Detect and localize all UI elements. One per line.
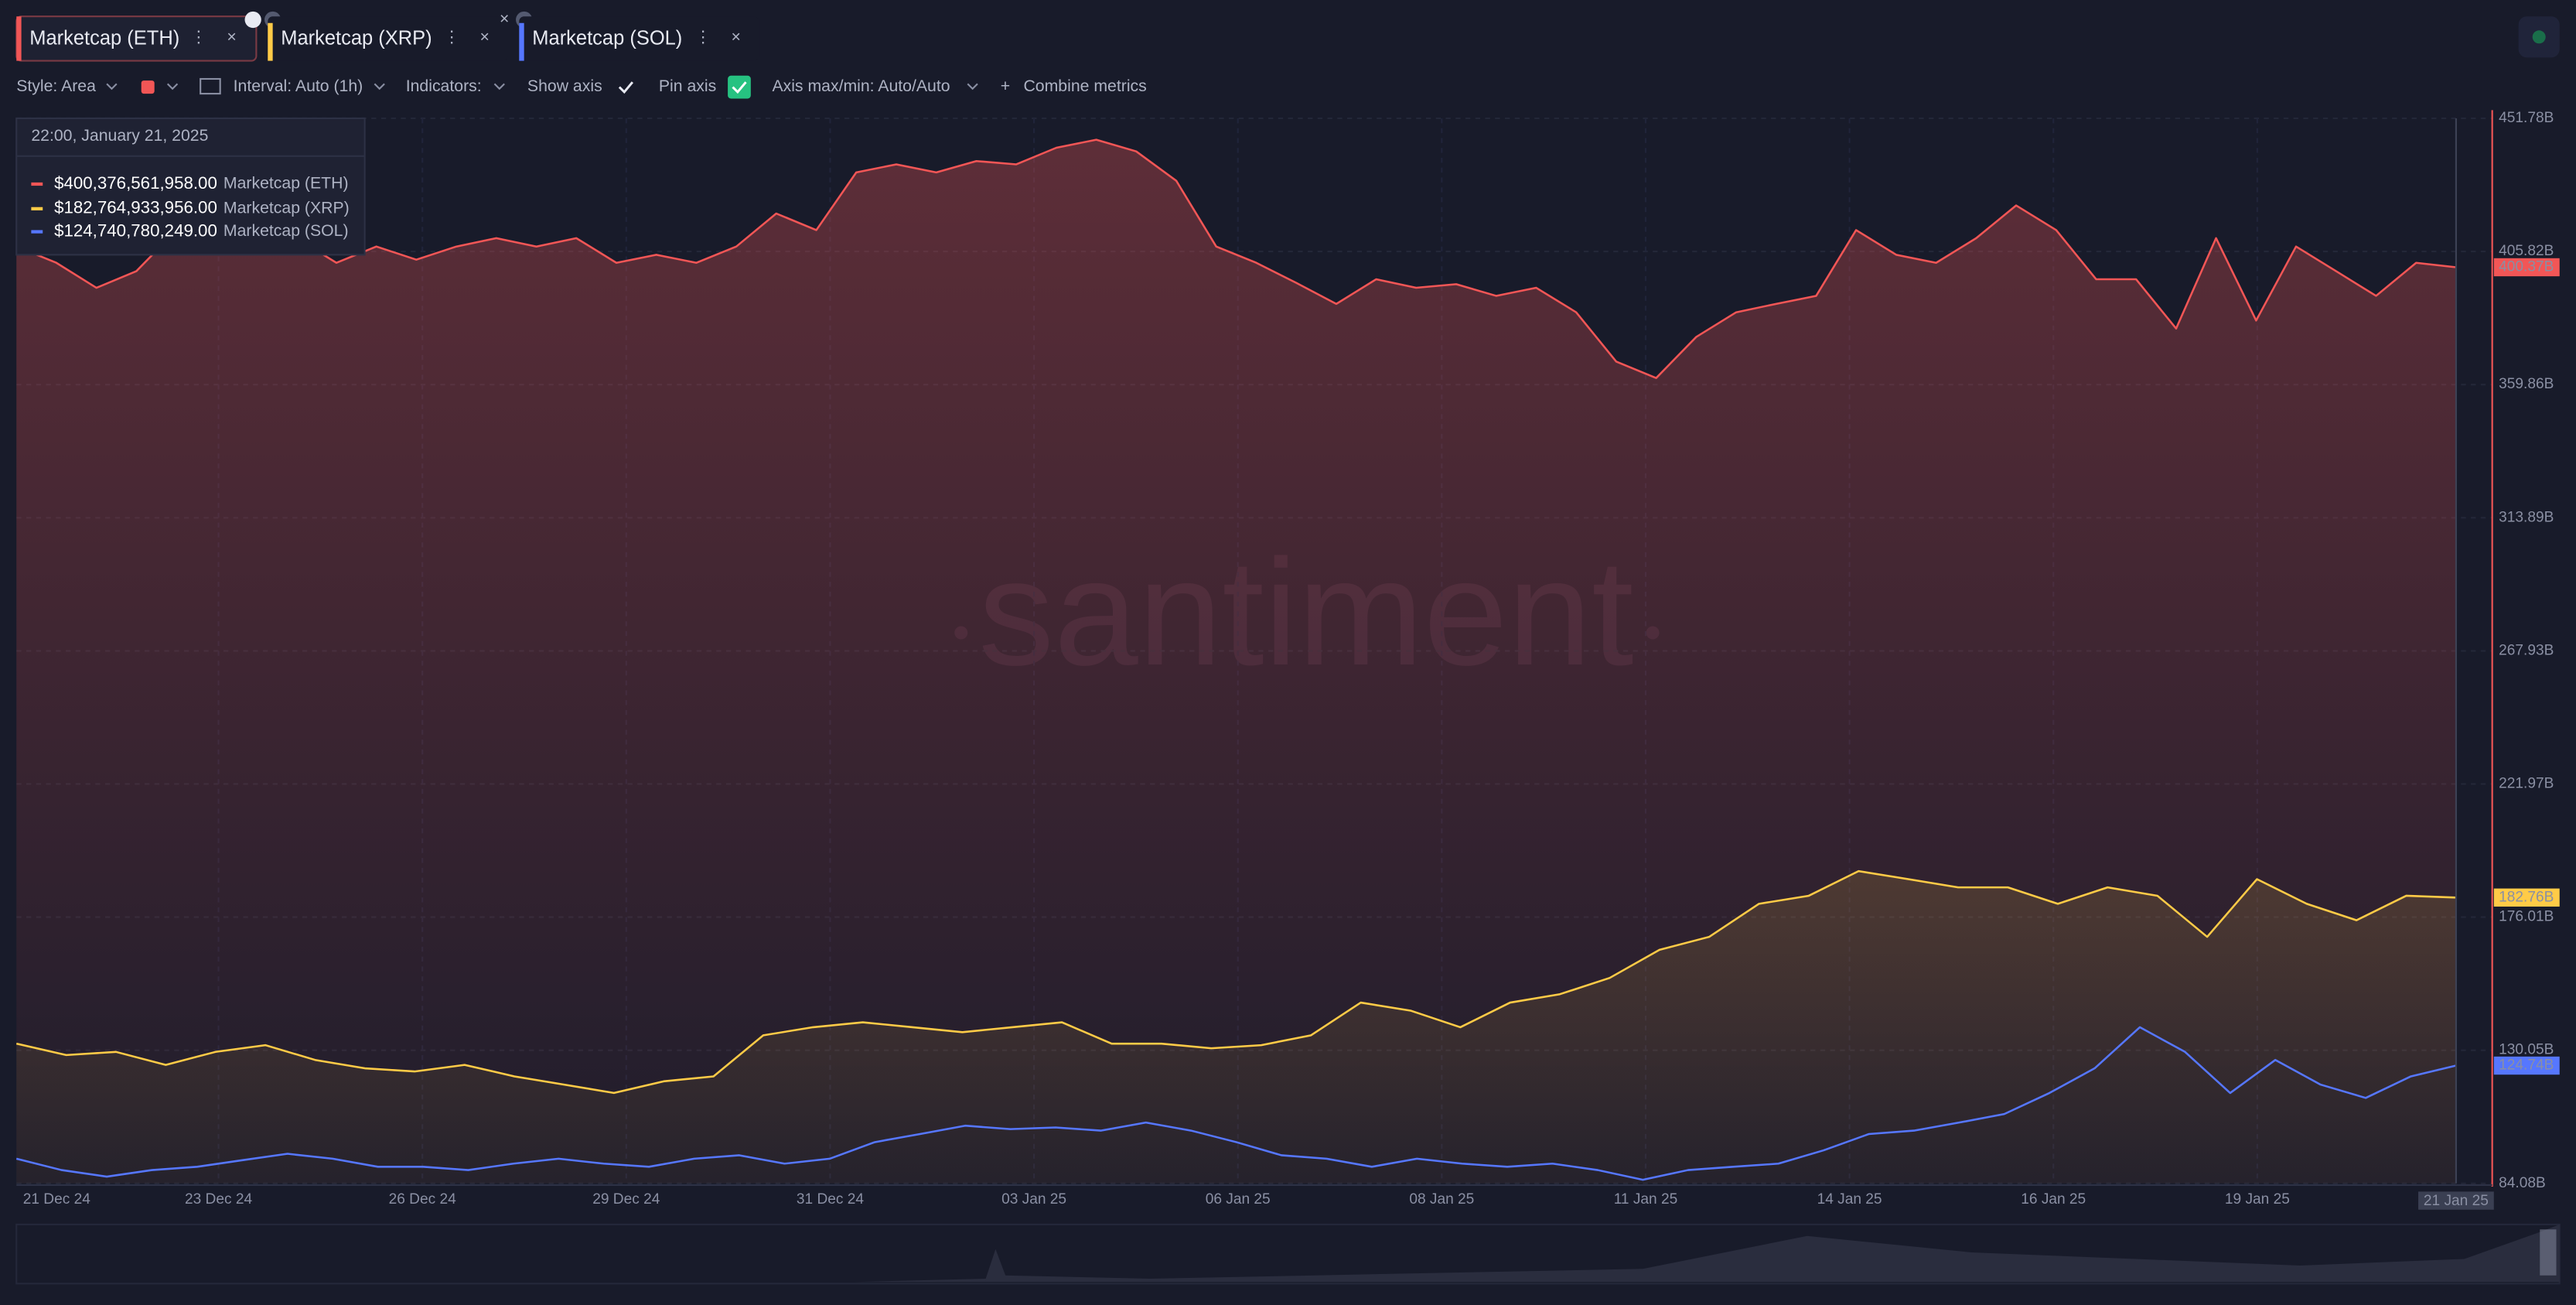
tooltip-box: [15, 117, 366, 256]
value-badge: [2493, 258, 2560, 277]
icon: ×: [500, 9, 509, 28]
value-badge-label: 124.74B: [2499, 1057, 2554, 1074]
x-tick-label: 06 Jan 25: [1206, 1191, 1271, 1208]
status-dot: [2532, 30, 2546, 44]
chevron: [374, 83, 385, 91]
y-tick-label: 221.97B: [2499, 776, 2554, 792]
tab-color: [519, 22, 524, 61]
x-tick-label: 31 Dec 24: [797, 1191, 864, 1208]
check: [732, 81, 747, 94]
tab-menu[interactable]: ⋮: [444, 27, 460, 46]
x-tick-label: 16 Jan 25: [2021, 1191, 2086, 1208]
style-select[interactable]: Style: Area: [16, 77, 96, 95]
y-tick-label: 451.78B: [2499, 110, 2554, 126]
tooltip-date: 22:00, January 21, 2025: [31, 126, 208, 145]
series-line: [15, 138, 2457, 379]
value-badge-label: 400.37B: [2499, 259, 2554, 275]
interval-select[interactable]: Interval: Auto (1h): [234, 77, 363, 95]
tooltip-series: Marketcap (ETH): [223, 174, 349, 193]
area-fill: [16, 871, 2456, 1184]
tooltip-series: Marketcap (XRP): [223, 198, 350, 217]
pin-axis-label[interactable]: Pin axis: [659, 77, 716, 95]
tooltip-series: Marketcap (SOL): [223, 221, 349, 240]
tab-label: Marketcap (SOL): [532, 28, 682, 50]
tab-close[interactable]: ×: [732, 27, 741, 46]
y-tick-label: 313.89B: [2499, 509, 2554, 525]
chevron: [493, 83, 505, 91]
tooltip-value: $124,740,780,249.00: [54, 220, 217, 240]
y-tick-label: 84.08B: [2499, 1175, 2546, 1191]
x-tick-label: 14 Jan 25: [1817, 1191, 1882, 1208]
value-badge-label: 182.76B: [2499, 889, 2554, 905]
y-tick-label: 405.82B: [2499, 243, 2554, 259]
ruler-icon: [200, 77, 221, 95]
x-tick-label: 11 Jan 25: [1614, 1191, 1678, 1208]
navigator: [15, 1223, 2561, 1285]
indicators-select[interactable]: Indicators:: [406, 77, 482, 95]
tab-color: [268, 22, 273, 61]
tooltip-value: $182,764,933,956.00: [54, 198, 217, 217]
tab[interactable]: [519, 16, 759, 61]
tooltip: 22:00, January 21, 2025 $400,376,561,958…: [15, 117, 366, 256]
y-tick-label: 176.01B: [2499, 909, 2554, 925]
navigator-handle[interactable]: [2540, 1229, 2557, 1276]
color-picker[interactable]: [141, 80, 155, 94]
icon: [244, 11, 261, 29]
value-badge: [2493, 1056, 2560, 1075]
y-tick-label: 130.05B: [2499, 1042, 2554, 1058]
chevron: [166, 83, 179, 91]
x-tick-label: 21 Dec 24: [23, 1191, 90, 1208]
checkbox[interactable]: [728, 75, 751, 99]
tab-close[interactable]: ×: [227, 27, 236, 46]
x-tick-label: 23 Dec 24: [185, 1191, 252, 1208]
value-badge: [2493, 888, 2560, 907]
navigator-area: [854, 1224, 2560, 1283]
show-axis-label[interactable]: Show axis: [527, 77, 602, 95]
x-tick-label: 26 Dec 24: [389, 1191, 456, 1208]
tab-menu[interactable]: ⋮: [695, 27, 711, 46]
x-tick-label: 03 Jan 25: [1001, 1191, 1066, 1208]
tooltip-value: $400,376,561,958.00: [54, 173, 217, 193]
tab-color: [16, 16, 22, 61]
plot: 84.08B 130.05B 176.01B 221.97B 267.93B 313.89…: [15, 110, 2560, 1210]
checkbox[interactable]: [618, 81, 634, 94]
series-line: [15, 1026, 2457, 1181]
series-line: [15, 869, 2456, 1095]
x-tick-label: 08 Jan 25: [1409, 1191, 1474, 1208]
tabs: Marketcap (ETH) ⋮ × Marketcap (XRP) ⋮ × …: [15, 9, 2560, 62]
toolbar: Style: Area Interval: Auto (1h) Indicato…: [16, 75, 1147, 99]
tab-label: Marketcap (XRP): [281, 28, 432, 50]
tab[interactable]: [268, 16, 508, 61]
tab-menu[interactable]: ⋮: [190, 27, 206, 46]
tab-label: Marketcap (ETH): [29, 28, 179, 50]
tab-close[interactable]: ×: [479, 27, 489, 46]
cursor-label: 21 Jan 25: [2424, 1193, 2489, 1209]
plus-icon: +: [1001, 77, 1010, 95]
y-tick-label: 359.86B: [2499, 376, 2554, 392]
chevron: [967, 83, 978, 91]
x-tick-label: 19 Jan 25: [2225, 1191, 2290, 1208]
cursor-label-bg: [2418, 1191, 2494, 1210]
x-tick-label: 29 Dec 24: [592, 1191, 660, 1208]
axis-minmax-select[interactable]: Axis max/min: Auto/Auto: [772, 77, 950, 95]
y-tick-label: 267.93B: [2499, 642, 2554, 658]
combine-button[interactable]: Combine metrics: [1023, 77, 1146, 95]
chevron: [106, 83, 118, 91]
